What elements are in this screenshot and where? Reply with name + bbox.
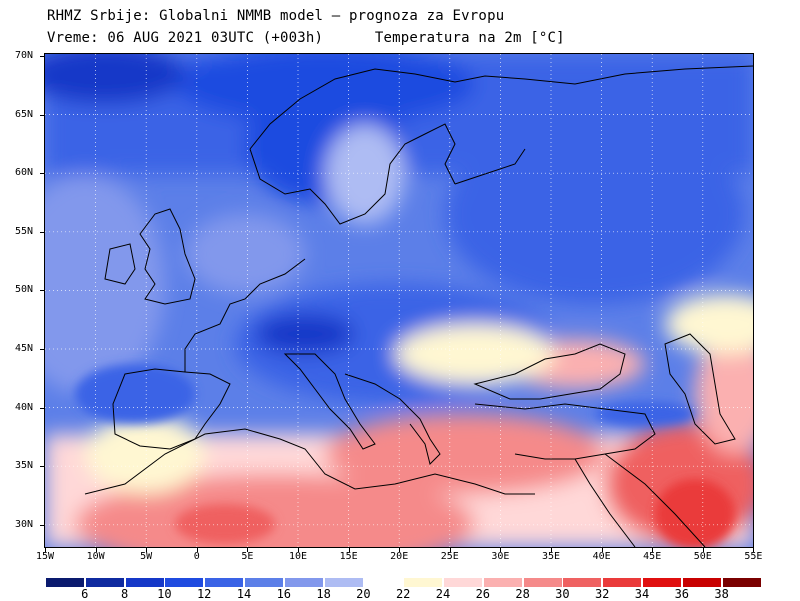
lon-label: 0: [193, 551, 200, 562]
lon-label: 50E: [693, 551, 712, 562]
colorbar-swatch: [85, 578, 124, 587]
lat-tick: [40, 466, 44, 468]
colorbar-label: 16: [276, 587, 292, 601]
map-frame: [44, 53, 754, 548]
lat-tick: [40, 407, 44, 409]
lon-label: 40E: [592, 551, 611, 562]
lon-tick: [449, 548, 451, 552]
colorbar-label: 34: [634, 587, 650, 601]
lon-tick: [196, 548, 198, 552]
lon-tick: [399, 548, 401, 552]
lat-label: 45N: [15, 343, 34, 354]
chart-title: RHMZ Srbije: Globalni NMMB model — progn…: [47, 8, 505, 24]
lat-tick: [40, 290, 44, 292]
lon-label: 10W: [86, 551, 105, 562]
lat-tick: [40, 173, 44, 175]
lat-label: 50N: [15, 284, 34, 296]
colorbar-label: 6: [81, 587, 89, 601]
lon-tick: [551, 548, 552, 552]
lon-label: 10E: [288, 551, 308, 562]
lon-label: 35E: [541, 551, 561, 562]
lon-label: 15E: [339, 551, 358, 562]
lat-tick: [40, 231, 44, 233]
lat-label: 65N: [15, 108, 34, 120]
colorbar-label: 36: [674, 587, 690, 601]
colorbar-swatch: [245, 578, 283, 587]
lon-tick: [500, 548, 502, 552]
colorbar-swatch: [643, 578, 681, 587]
lat-label: 30N: [15, 518, 34, 530]
colorbar-swatch: [483, 578, 522, 587]
lat-tick: [40, 349, 44, 350]
colorbar-label: 14: [236, 587, 252, 601]
lat-tick: [40, 114, 44, 116]
lon-tick: [348, 548, 350, 552]
colorbar-label: 18: [316, 587, 331, 601]
coastlines: [84, 65, 753, 547]
colorbar-swatch: [165, 578, 204, 587]
colorbar-label: 32: [594, 587, 610, 601]
colorbar-swatch: [603, 578, 642, 587]
colorbar-swatch: [205, 578, 244, 587]
lon-tick: [601, 548, 603, 552]
chart-subtitle: Vreme: 06 AUG 2021 03UTC (+003h) Tempera…: [47, 30, 565, 46]
lon-label: 45E: [643, 551, 662, 562]
lon-label: 55E: [744, 551, 763, 562]
colorbar-swatch: [46, 578, 84, 587]
lat-tick: [40, 56, 44, 57]
colorbar-swatch: [563, 578, 602, 587]
colorbar-label: 26: [475, 587, 491, 601]
lon-label: 30E: [491, 551, 510, 562]
lat-label: 70N: [15, 50, 34, 61]
lon-tick: [95, 548, 97, 552]
lon-label: 5E: [241, 551, 254, 562]
lat-tick: [40, 524, 44, 526]
lat-label: 55N: [15, 225, 34, 237]
lon-tick: [753, 548, 755, 552]
lat-label: 60N: [15, 167, 34, 179]
colorbar-swatch: [284, 578, 323, 587]
lon-tick: [702, 548, 704, 552]
colorbar-label: 38: [714, 587, 729, 601]
colorbar-label: 12: [196, 587, 212, 601]
colorbar-swatch: [444, 578, 482, 587]
colorbar-swatch: [523, 578, 562, 587]
lat-label: 40N: [15, 401, 34, 413]
lon-tick: [247, 548, 249, 552]
colorbar-swatch: [404, 578, 443, 587]
colorbar-label: 28: [515, 587, 530, 601]
colorbar-label: 30: [555, 587, 570, 601]
lon-tick: [652, 548, 654, 552]
temperature-map: [45, 54, 753, 547]
colorbar-swatch: [682, 578, 721, 587]
lon-tick: [146, 548, 148, 552]
colorbar-label: 10: [157, 587, 172, 601]
lon-tick: [45, 548, 46, 552]
lat-label: 35N: [15, 460, 34, 472]
lon-label: 15W: [35, 551, 55, 562]
colorbar-swatch: [324, 578, 363, 587]
colorbar-swatch: [722, 578, 761, 587]
lon-label: 25E: [440, 551, 459, 562]
colorbar-swatch: [125, 578, 164, 587]
lon-label: 20E: [390, 551, 409, 562]
colorbar-label: 22: [395, 587, 411, 601]
lon-label: 5W: [140, 551, 153, 562]
colorbar-label: 20: [356, 587, 371, 601]
colorbar-label: 24: [435, 587, 451, 601]
colorbar-label: 8: [120, 587, 129, 601]
lon-tick: [298, 548, 299, 552]
